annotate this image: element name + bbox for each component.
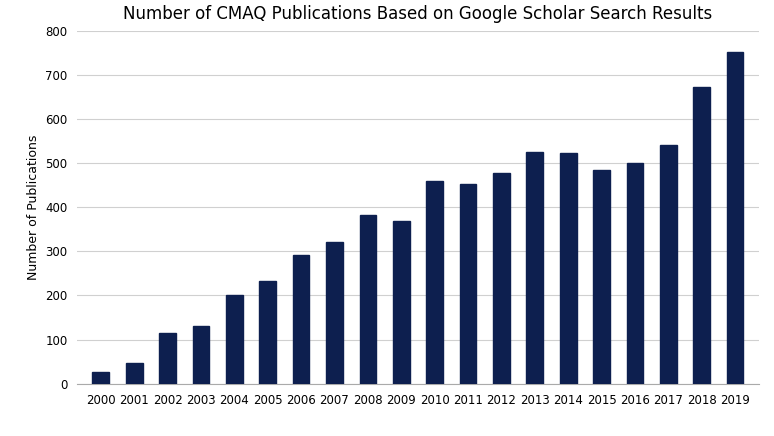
Title: Number of CMAQ Publications Based on Google Scholar Search Results: Number of CMAQ Publications Based on Goo…: [123, 5, 713, 24]
Bar: [426, 181, 443, 384]
X-axis label: C: C: [413, 412, 423, 426]
Bar: [360, 215, 376, 384]
Bar: [193, 326, 209, 384]
Bar: [226, 296, 243, 384]
Bar: [694, 87, 710, 384]
Bar: [460, 184, 476, 384]
Bar: [493, 173, 510, 384]
Bar: [92, 372, 109, 384]
Bar: [560, 153, 577, 384]
Bar: [126, 363, 142, 384]
Y-axis label: Number of Publications: Number of Publications: [27, 134, 40, 280]
Bar: [259, 281, 276, 384]
Bar: [293, 255, 310, 384]
Bar: [326, 242, 343, 384]
Bar: [393, 221, 409, 384]
Bar: [627, 163, 643, 384]
Bar: [593, 170, 610, 384]
Bar: [727, 52, 744, 384]
Bar: [159, 333, 176, 384]
Bar: [526, 152, 543, 384]
Bar: [660, 145, 676, 384]
